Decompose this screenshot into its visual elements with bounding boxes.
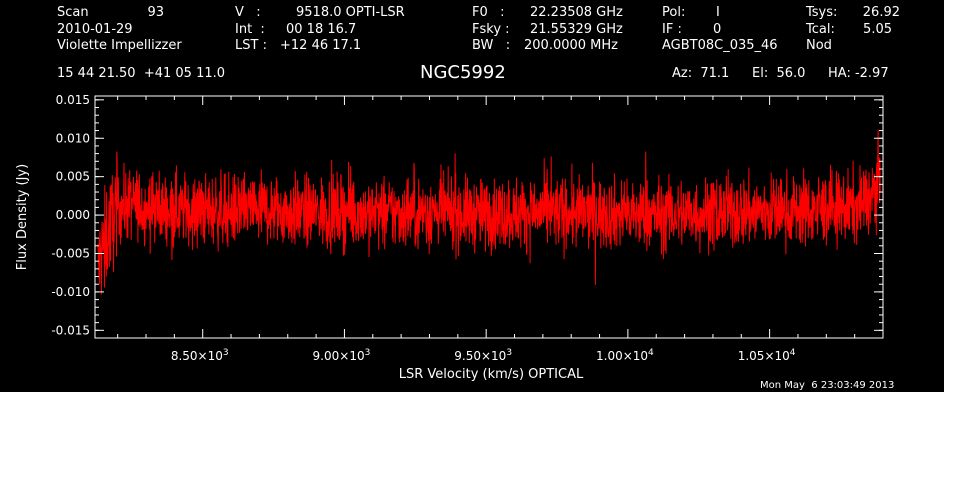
if-label: IF : [662, 22, 682, 37]
hour-angle: HA: -2.97 [828, 66, 889, 81]
y-tick-label: 0.010 [56, 131, 90, 145]
series-layer [97, 129, 881, 295]
project-id: AGBT08C_035_46 [662, 38, 778, 53]
velocity-value: 9518.0 OPTI-LSR [296, 5, 405, 20]
spectrum-plot: 0.015 0.010 0.005 0.000 -0.005 -0.010 -0.015 8.… [15, 93, 884, 382]
pol-label: Pol: [662, 5, 686, 20]
axes-layer: 0.015 0.010 0.005 0.000 -0.005 -0.010 -0.015 8.… [15, 93, 884, 382]
y-tick-label: 0.005 [56, 170, 90, 184]
bw-label: BW : [472, 38, 511, 53]
x-axis-label: LSR Velocity (km/s) OPTICAL [399, 367, 584, 382]
proc-type: Nod [806, 38, 832, 53]
azimuth: Az: 71.1 [672, 66, 730, 81]
x-tick-label: 9.50×103 [454, 348, 512, 363]
y-tick-label: -0.015 [51, 323, 90, 337]
scan-value: 93 [147, 5, 164, 20]
x-tick-label: 9.00×103 [313, 348, 371, 363]
x-tick-label: 8.50×103 [171, 348, 229, 363]
elevation: El: 56.0 [752, 66, 806, 81]
y-axis-label: Flux Density (Jy) [15, 164, 30, 270]
obs-date: 2010-01-29 [57, 22, 133, 37]
chart-title: NGC5992 [420, 62, 506, 83]
spectrum-line [97, 129, 881, 295]
fsky-label: Fsky : [472, 22, 510, 37]
f0-value: 22.23508 GHz [530, 5, 623, 20]
x-tick-label: 1.05×104 [738, 348, 796, 363]
y-tick-label: -0.010 [51, 285, 90, 299]
fsky-value: 21.55329 GHz [530, 22, 623, 37]
tcal-label: Tcal: [806, 22, 835, 37]
int-value: 00 18 16.7 [286, 22, 357, 37]
f0-label: F0 : [472, 5, 505, 20]
int-label: Int : [235, 22, 265, 37]
plot-panel: Scan 93 2010-01-29 Violette Impellizzer … [0, 0, 944, 392]
tcal-value: 5.05 [863, 22, 892, 37]
velocity-label: V : [235, 5, 261, 20]
lst-label: LST : [235, 38, 267, 53]
tsys-label: Tsys: [806, 5, 838, 20]
scan-label: Scan [57, 5, 89, 20]
y-tick-label: 0.000 [56, 208, 90, 222]
lst-value: +12 46 17.1 [280, 38, 362, 53]
bw-value: 200.0000 MHz [524, 38, 618, 53]
timestamp: Mon May 6 23:03:49 2013 [760, 380, 895, 391]
pol-value: I [716, 5, 720, 20]
if-value: 0 [713, 22, 722, 37]
source-coords: 15 44 21.50 +41 05 11.0 [57, 66, 226, 81]
observer-name: Violette Impellizzer [57, 38, 182, 53]
y-tick-label: 0.015 [56, 93, 90, 107]
x-tick-label: 1.00×104 [596, 348, 654, 363]
tsys-value: 26.92 [862, 5, 900, 20]
plot-frame [94, 95, 884, 339]
y-tick-label: -0.005 [51, 246, 90, 260]
